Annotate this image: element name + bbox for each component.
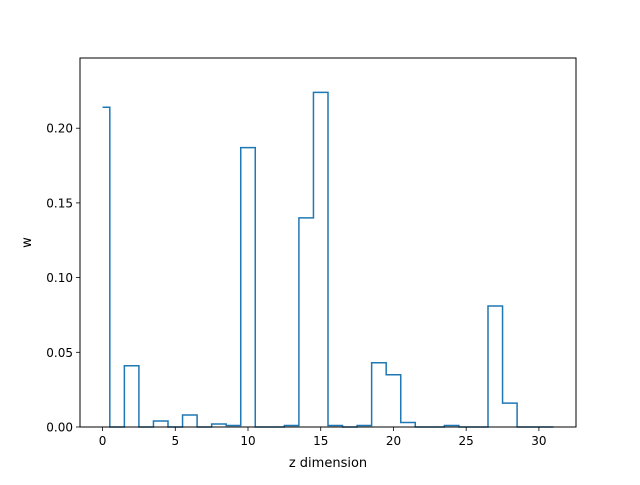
x-tick-label: 20 (386, 434, 401, 448)
y-tick-label: 0.00 (46, 421, 73, 435)
y-tick-label: 0.15 (46, 196, 73, 210)
y-tick-label: 0.20 (46, 122, 73, 136)
y-tick-label: 0.10 (46, 271, 73, 285)
x-tick-label: 5 (171, 434, 179, 448)
y-tick-label: 0.05 (46, 346, 73, 360)
axes-frame (79, 57, 577, 428)
x-axis-label: z dimension (289, 456, 367, 471)
x-tick-label: 30 (531, 434, 546, 448)
x-tick-label: 10 (240, 434, 255, 448)
ticks-layer: 0 5 10 15 20 25 30 0.00 0.05 0.10 0.15 0.20 (46, 122, 546, 448)
x-tick-label: 0 (99, 434, 107, 448)
x-tick-label: 15 (313, 434, 328, 448)
y-axis-label: w (20, 237, 35, 248)
x-tick-label: 25 (459, 434, 474, 448)
